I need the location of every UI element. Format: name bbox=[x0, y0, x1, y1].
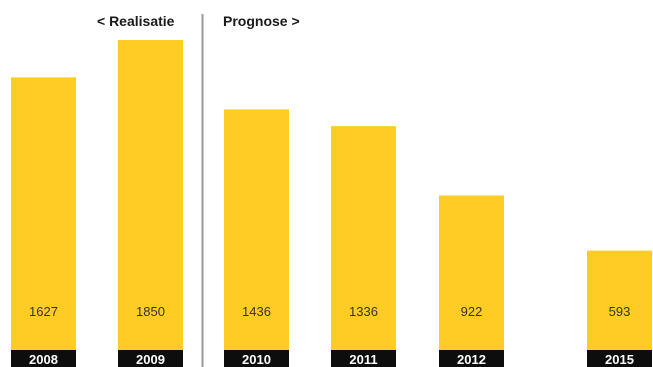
category-label-2011: 2011 bbox=[349, 352, 377, 367]
category-label-2012: 2012 bbox=[457, 352, 486, 367]
section-label-realisatie: < Realisatie bbox=[97, 13, 175, 29]
category-band-2012 bbox=[439, 350, 504, 367]
section-label-prognose: Prognose > bbox=[223, 13, 300, 29]
value-label-2009: 1850 bbox=[136, 304, 165, 319]
value-label-2010: 1436 bbox=[242, 304, 271, 319]
category-band-2015 bbox=[587, 350, 652, 367]
category-label-2008: 2008 bbox=[29, 352, 58, 367]
category-label-2015: 2015 bbox=[605, 352, 634, 367]
category-band-2009 bbox=[118, 350, 183, 367]
value-label-2011: 1336 bbox=[349, 304, 378, 319]
bar-2008 bbox=[11, 77, 76, 351]
category-label-2010: 2010 bbox=[242, 352, 271, 367]
value-labels-group: 1627 1850 1436 1336 922 593 bbox=[29, 304, 630, 319]
bars-group bbox=[11, 40, 652, 351]
value-label-2008: 1627 bbox=[29, 304, 58, 319]
section-headers: < Realisatie Prognose > bbox=[97, 13, 300, 29]
bar-2009 bbox=[118, 40, 183, 350]
category-band-2010 bbox=[224, 350, 289, 367]
bar-2015 bbox=[587, 250, 652, 350]
bar-2011 bbox=[331, 126, 396, 350]
category-labels-group: 2008 2009 2010 2011 2012 2015 bbox=[11, 350, 652, 367]
value-label-2015: 593 bbox=[609, 304, 631, 319]
bar-2012 bbox=[439, 195, 504, 350]
category-band-2008 bbox=[11, 350, 76, 367]
category-label-2009: 2009 bbox=[136, 352, 165, 367]
value-label-2012: 922 bbox=[461, 304, 483, 319]
category-band-2011 bbox=[331, 350, 396, 367]
bar-2010 bbox=[224, 109, 289, 350]
